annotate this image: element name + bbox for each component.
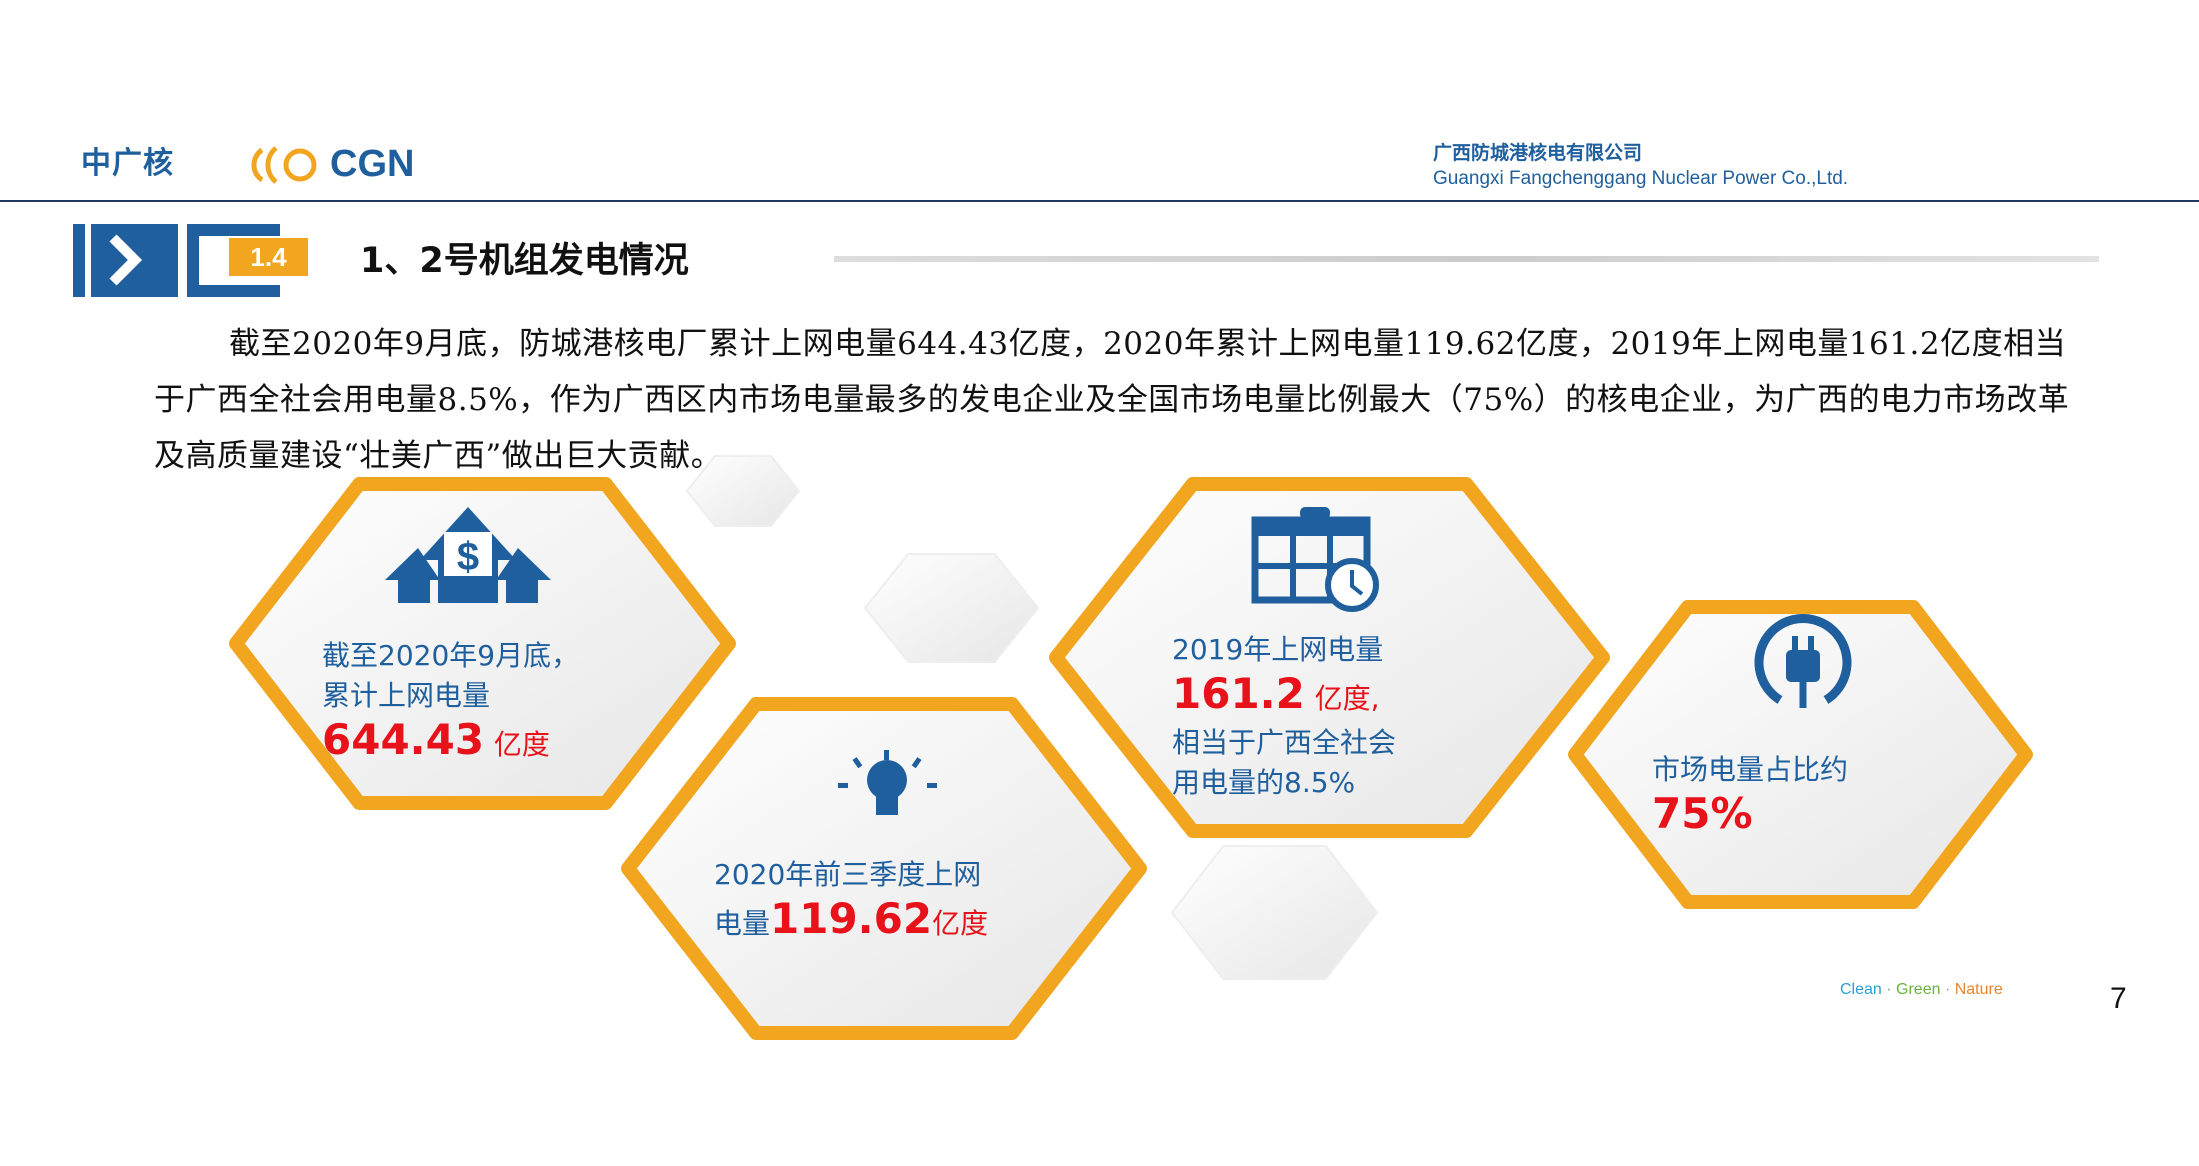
dollar-arrows-icon: $ (385, 507, 551, 603)
card-value: 119.62 (770, 894, 933, 943)
title-underline (834, 256, 2099, 262)
calendar-clock-icon (1251, 507, 1379, 612)
card-hexagon (1568, 600, 2033, 909)
card-line: 累计上网电量 (322, 679, 491, 712)
card-value: 644.43 (322, 715, 485, 764)
card-line: 2019年上网电量 (1172, 633, 1384, 666)
card-prefix: 电量 (714, 907, 771, 940)
card-line: 市场电量占比约 (1652, 753, 1849, 786)
chevron-block (73, 224, 178, 297)
card-line: 2020年前三季度上网 (714, 858, 982, 891)
logo-text-en: CGN (330, 143, 415, 185)
slogan-sep: · (1881, 981, 1897, 998)
card-unit: 亿度 (932, 907, 989, 940)
decorative-hexagon (864, 553, 1039, 663)
slogan-sep: · (1940, 981, 1955, 998)
card-line: 相当于广西全社会 (1172, 726, 1397, 759)
slogan-green: Green (1896, 981, 1941, 998)
power-plug-icon (1754, 613, 1852, 708)
card-value: 75% (1652, 789, 1753, 838)
chevron-right-icon (109, 234, 143, 286)
card-unit: 亿度, (1314, 682, 1380, 715)
card-line: 截至2020年9月底， (322, 639, 580, 672)
card-market-share: 市场电量占比约 75% (1652, 750, 1848, 838)
page-number: 7 (2110, 982, 2127, 1015)
lightbulb-icon (838, 750, 937, 815)
card-2020: 2020年前三季度上网 电量119.62亿度 (714, 855, 988, 948)
card-line: 用电量的8.5% (1172, 766, 1356, 799)
company-name-en: Guangxi Fangchenggang Nuclear Power Co.,… (1433, 168, 1849, 189)
svg-text:$: $ (457, 535, 479, 579)
card-value: 161.2 (1172, 669, 1305, 718)
card-cumulative: 截至2020年9月底， 累计上网电量 644.43 亿度 (322, 636, 579, 769)
slogan: Clean · Green · Nature (1840, 980, 2003, 1000)
card-hexagon (229, 477, 736, 810)
section-title: 1、2号机组发电情况 (360, 241, 689, 281)
slogan-clean: Clean (1840, 981, 1882, 998)
card-hexagon (1049, 477, 1610, 838)
card-hexagon (621, 697, 1147, 1040)
summary-paragraph: 截至2020年9月底，防城港核电厂累计上网电量644.43亿度，2020年累计上… (154, 326, 2070, 474)
section-number-badge: 1.4 (229, 238, 308, 276)
company-name-cn: 广西防城港核电有限公司 (1433, 142, 1643, 164)
decorative-hexagon (1171, 845, 1378, 980)
slogan-nature: Nature (1954, 981, 2003, 998)
logo-emblem-icon (251, 146, 317, 184)
card-2019: 2019年上网电量 161.2 亿度, 相当于广西全社会 用电量的8.5% (1172, 630, 1396, 803)
logo-text-cn: 中广核 (81, 146, 174, 181)
decorative-hexagon (686, 455, 800, 527)
header-divider (0, 200, 2199, 202)
card-unit: 亿度 (493, 728, 550, 761)
